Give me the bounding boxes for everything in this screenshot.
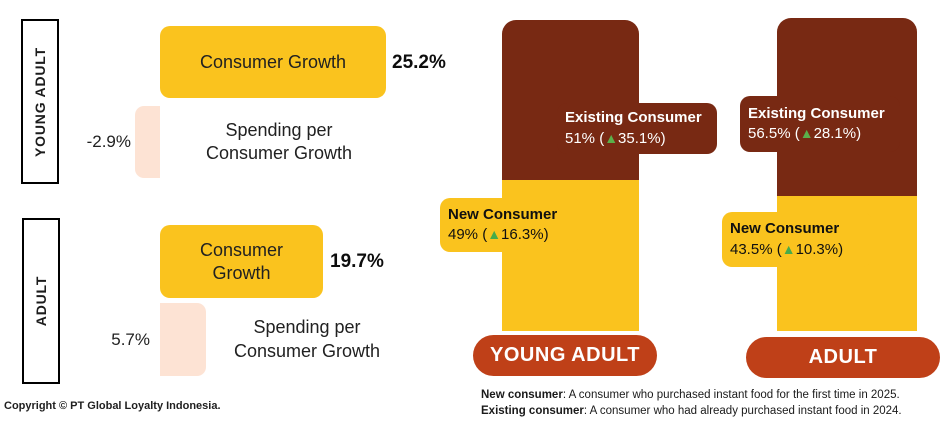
spending-growth-label-young-adult: Spending per Consumer Growth xyxy=(205,119,353,163)
group-box-adult: ADULT xyxy=(22,218,60,384)
existing-consumer-callout-young-adult: Existing Consumer 51% (▲35.1%) xyxy=(557,103,717,154)
stacked-bar-young-adult xyxy=(502,20,639,331)
new-consumer-title: New Consumer xyxy=(730,220,840,238)
footnote-existing-consumer: Existing consumer: A consumer who had al… xyxy=(481,403,902,419)
footnote-term: New consumer xyxy=(481,389,563,401)
consumer-growth-bar-label: Consumer Growth xyxy=(199,51,347,72)
spending-growth-value-young-adult: -2.9% xyxy=(86,132,131,151)
spending-growth-bar-adult xyxy=(160,303,206,376)
footnote-text: : A consumer who had already purchased i… xyxy=(583,405,902,418)
share-value: 56.5% ( xyxy=(748,125,800,142)
category-pill-adult: ADULT xyxy=(746,337,940,378)
share-value: 49% ( xyxy=(448,226,488,243)
new-consumer-callout-adult: New Consumer 43.5% (▲10.3%) xyxy=(722,212,872,267)
existing-consumer-title: Existing Consumer xyxy=(748,104,885,122)
spending-growth-bar-young-adult xyxy=(135,106,160,178)
spending-growth-label-adult: Spending per Consumer Growth xyxy=(233,317,381,361)
existing-consumer-title: Existing Consumer xyxy=(565,109,702,127)
consumer-growth-bar-label: Consumer Growth xyxy=(199,240,284,283)
footnote-new-consumer: New consumer: A consumer who purchased i… xyxy=(481,387,902,403)
delta-value: 16.3%) xyxy=(501,226,549,243)
existing-consumer-stats: 51% (▲35.1%) xyxy=(565,129,717,149)
stacked-bar-adult xyxy=(777,18,917,331)
consumer-growth-bar-young-adult: Consumer Growth xyxy=(160,26,386,98)
new-consumer-stats: 43.5% (▲10.3%) xyxy=(730,240,872,260)
new-consumer-stats: 49% (▲16.3%) xyxy=(448,225,581,245)
growth-up-triangle-icon: ▲ xyxy=(799,125,814,141)
spending-growth-value-adult: 5.7% xyxy=(111,329,150,349)
new-consumer-callout-young-adult: New Consumer 49% (▲16.3%) xyxy=(440,198,581,252)
category-pill-young-adult: YOUNG ADULT xyxy=(473,335,657,376)
existing-consumer-segment-young-adult xyxy=(502,20,639,180)
existing-consumer-stats: 56.5% (▲28.1%) xyxy=(748,124,900,144)
footnote-text: : A consumer who purchased instant food … xyxy=(562,389,900,401)
delta-value: 35.1%) xyxy=(618,129,666,147)
growth-up-triangle-icon: ▲ xyxy=(781,240,796,257)
delta-value: 10.3%) xyxy=(795,240,844,258)
delta-value: 28.1%) xyxy=(813,125,862,142)
footnote-term: Existing consumer xyxy=(481,405,584,418)
consumer-growth-value-adult: 19.7% xyxy=(330,251,384,272)
copyright-notice: Copyright © PT Global Loyalty Indonesia. xyxy=(4,400,221,412)
group-label-adult: ADULT xyxy=(33,275,49,327)
consumer-growth-value-young-adult: 25.2% xyxy=(392,52,446,73)
consumer-growth-bar-adult: Consumer Growth xyxy=(160,225,323,298)
share-value: 43.5% ( xyxy=(730,240,782,258)
group-label-young-adult: YOUNG ADULT xyxy=(32,46,48,157)
share-value: 51% ( xyxy=(565,129,605,147)
new-consumer-title: New Consumer xyxy=(448,205,558,223)
footnotes: New consumer: A consumer who purchased i… xyxy=(481,387,902,420)
growth-up-triangle-icon: ▲ xyxy=(604,129,619,146)
growth-up-triangle-icon: ▲ xyxy=(487,226,502,242)
group-box-young-adult: YOUNG ADULT xyxy=(21,19,59,184)
existing-consumer-callout-adult: Existing Consumer 56.5% (▲28.1%) xyxy=(740,96,900,152)
